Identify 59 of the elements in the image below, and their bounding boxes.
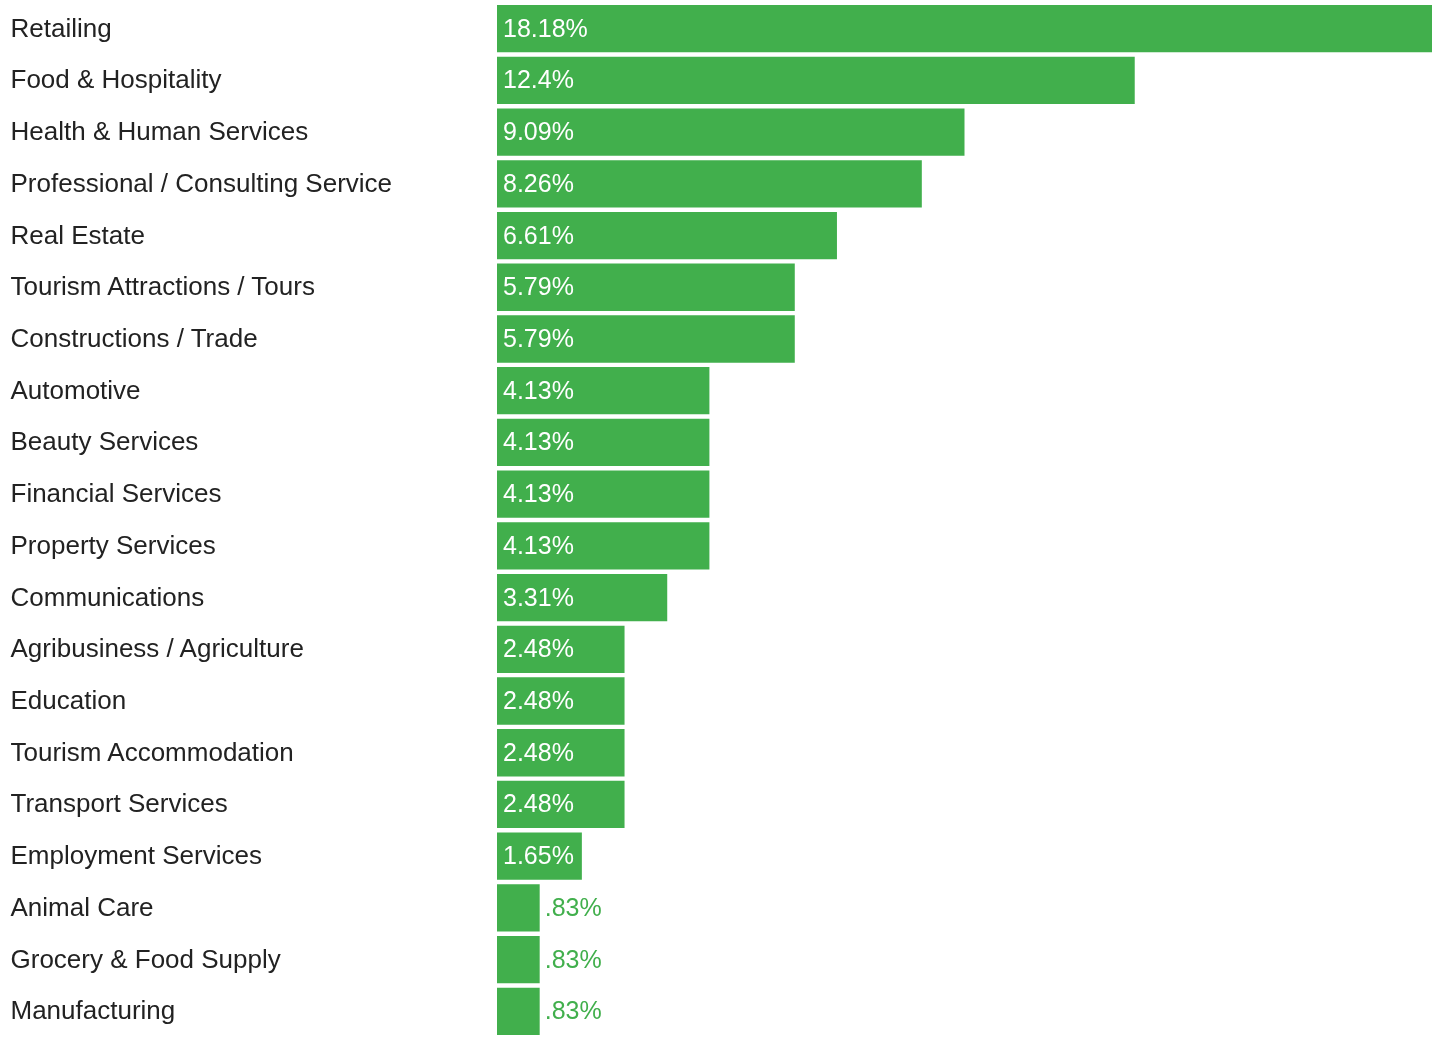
bar (497, 625, 625, 673)
data-label: .83% (544, 944, 602, 973)
data-label: 1.65% (503, 841, 574, 870)
y-tick-label: Employment Services (10, 840, 262, 871)
data-label: 4.13% (503, 530, 574, 559)
bar (497, 987, 540, 1035)
y-tick-label: Property Services (10, 529, 216, 560)
y-tick-label: Real Estate (10, 219, 145, 250)
y-tick-label: Tourism Attractions / Tours (10, 271, 315, 302)
y-tick-label: Tourism Accommodation (10, 736, 294, 767)
y-tick-label: Agribusiness / Agriculture (10, 633, 304, 664)
bar (497, 677, 625, 725)
data-label: 4.13% (503, 427, 574, 456)
bar (497, 211, 837, 260)
data-label: 2.48% (503, 737, 574, 766)
bar (497, 108, 965, 156)
bar (497, 56, 1135, 105)
y-tick-label: Transport Services (10, 788, 228, 819)
y-tick-label: Grocery & Food Supply (10, 943, 281, 974)
y-tick-label: Health & Human Services (10, 116, 309, 147)
bar (497, 729, 625, 777)
bar (497, 160, 922, 208)
data-label: 18.18% (503, 13, 588, 42)
data-label: 6.61% (503, 220, 574, 249)
data-label: 12.4% (503, 65, 574, 94)
y-tick-label: Communications (10, 581, 205, 612)
bar (497, 780, 625, 829)
y-tick-label: Animal Care (10, 891, 154, 922)
data-label: 5.79% (503, 272, 574, 301)
bar (497, 263, 795, 311)
bar (497, 470, 710, 518)
y-tick-label: Professional / Consulting Service (10, 167, 393, 198)
data-label: 2.48% (503, 634, 574, 663)
data-label: 2.48% (503, 789, 574, 818)
bar (497, 884, 540, 932)
data-label: 4.13% (503, 375, 574, 404)
bar (497, 5, 1432, 53)
y-tick-label: Automotive (10, 374, 141, 405)
y-tick-label: Manufacturing (10, 995, 176, 1026)
bar (497, 522, 710, 570)
bar (497, 573, 668, 622)
y-tick-label: Beauty Services (10, 426, 199, 457)
data-label: 2.48% (503, 686, 574, 715)
data-label: 5.79% (503, 323, 574, 352)
y-tick-label: Education (10, 685, 127, 716)
y-tick-label: Food & Hospitality (10, 64, 222, 95)
bar (497, 418, 710, 467)
data-label: 4.13% (503, 479, 574, 508)
data-label: .83% (544, 892, 602, 921)
data-label: 8.26% (503, 168, 574, 197)
y-tick-label: Retailing (10, 12, 112, 43)
y-tick-label: Financial Services (10, 478, 222, 509)
bar (497, 935, 540, 984)
data-label: 3.31% (503, 582, 574, 611)
data-label: .83% (544, 996, 602, 1025)
bar (497, 315, 795, 363)
bar (497, 367, 710, 415)
data-label: 9.09% (503, 117, 574, 146)
y-tick-label: Constructions / Trade (10, 322, 258, 353)
